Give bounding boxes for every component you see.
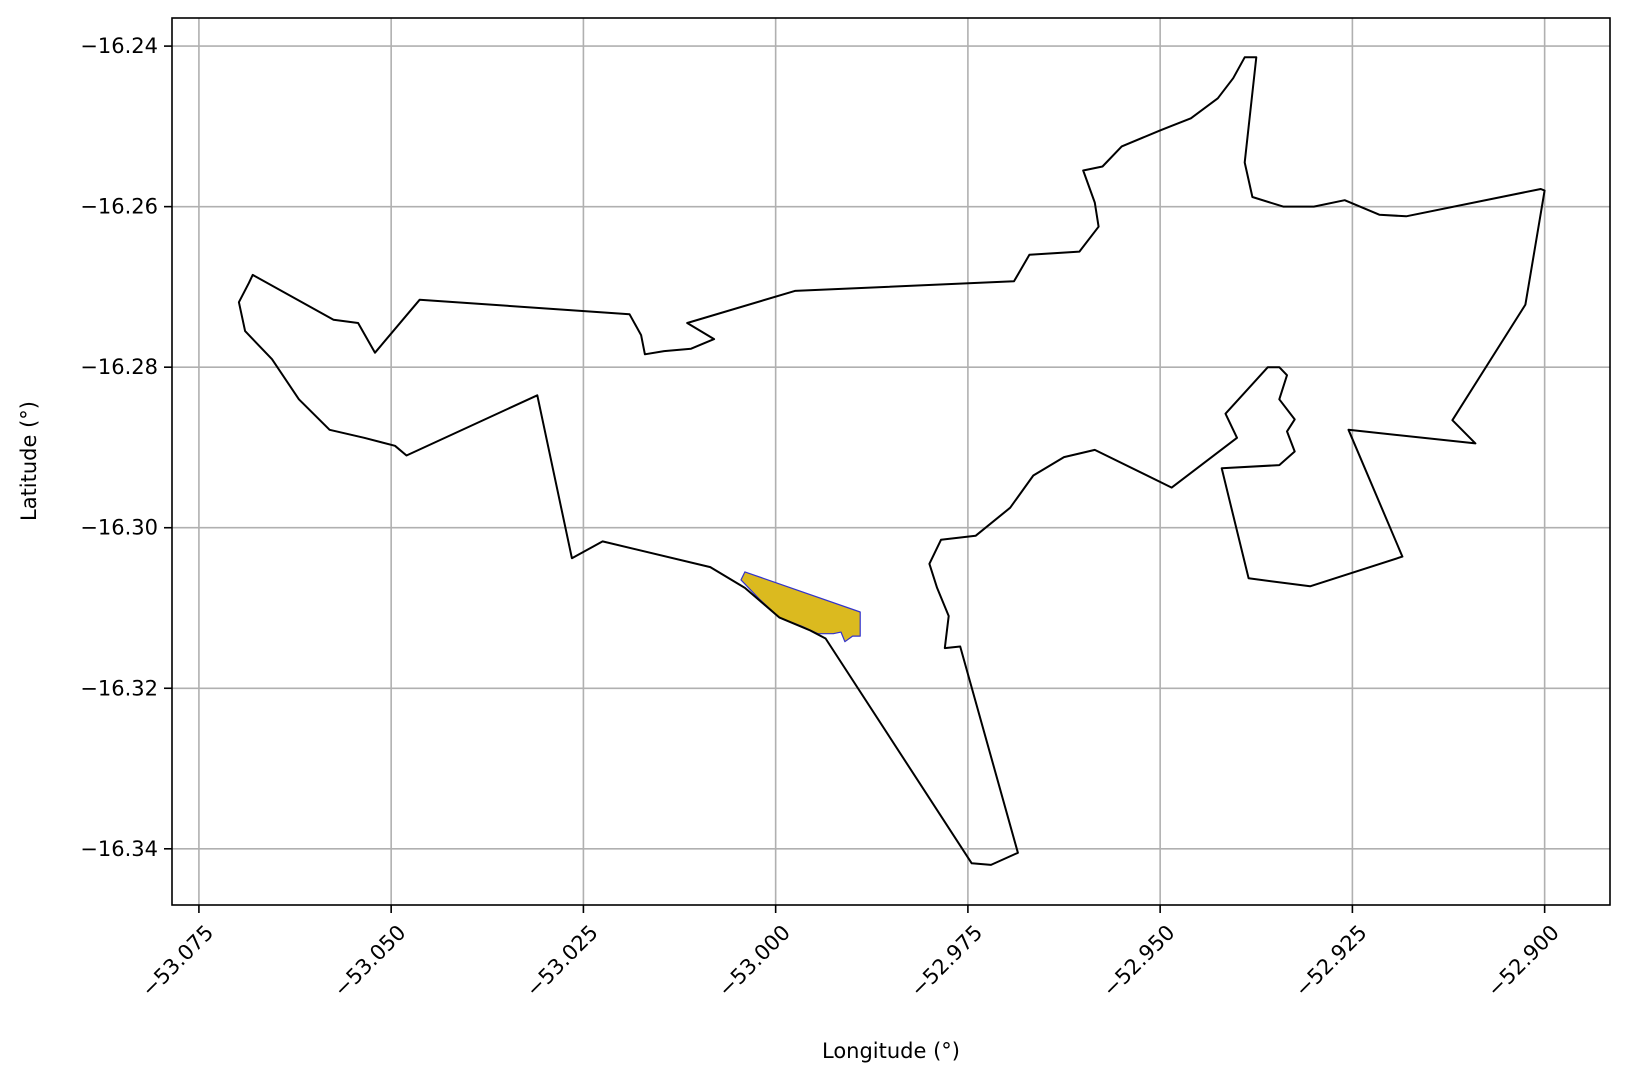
y-tick-label: −16.28 (80, 355, 158, 379)
map-shapes (237, 56, 1546, 866)
plot-frame (171, 17, 1611, 906)
y-tick-label: −16.34 (80, 837, 158, 861)
y-tick-label: −16.26 (80, 195, 158, 219)
y-tick-label: −16.24 (80, 34, 158, 58)
y-tick-label: −16.30 (80, 516, 158, 540)
x-axis-label: Longitude (°) (822, 1039, 960, 1063)
y-tick-label: −16.32 (80, 676, 158, 700)
region-boundary (237, 56, 1546, 866)
gridlines (172, 18, 1610, 905)
y-axis-label: Latitude (°) (17, 401, 41, 521)
